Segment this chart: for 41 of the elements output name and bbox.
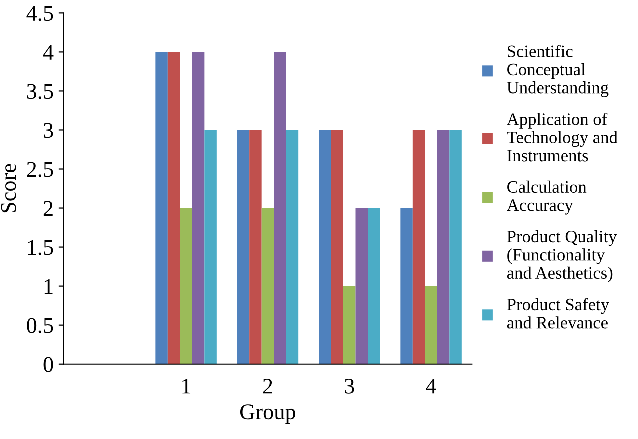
legend-label: Product Safety and Relevance (507, 298, 610, 329)
bar (192, 52, 205, 364)
y-tick-label: 4 (43, 45, 54, 60)
bar (368, 208, 380, 364)
y-tick-label: 2.5 (27, 162, 54, 178)
bar (437, 130, 450, 364)
legend-label: Scientific Conceptual Understanding (507, 45, 609, 98)
x-tick-label: 2 (263, 378, 272, 394)
bar (180, 208, 192, 364)
y-axis-title: Score (1, 164, 16, 213)
bar (168, 52, 180, 364)
bar (450, 130, 462, 364)
bar (344, 286, 356, 364)
y-tick-label: 3.5 (27, 84, 54, 100)
y-tick-label: 4.5 (26, 6, 54, 22)
bar (274, 52, 286, 364)
x-tick-label: 4 (426, 379, 436, 394)
y-tick-label: 2 (44, 201, 53, 216)
legend-label: Calculation Accuracy (507, 180, 587, 215)
y-tick-label: 0 (44, 357, 54, 372)
y-tick-label: 0.5 (27, 318, 54, 334)
bar (356, 208, 368, 364)
bar (319, 130, 332, 364)
bar (262, 208, 274, 364)
bar (425, 286, 438, 364)
bar (237, 130, 250, 364)
bar (400, 208, 413, 364)
legend-label: Product Quality (Functionality and Aesthetics) (507, 230, 618, 283)
bar (412, 130, 426, 364)
y-tick-label: 1.5 (28, 240, 54, 256)
bar (204, 130, 217, 364)
x-tick-label: 1 (182, 379, 191, 394)
x-axis-title: Group (240, 404, 296, 424)
bar (331, 130, 344, 364)
x-tick-label: 3 (345, 378, 354, 394)
bar (250, 130, 262, 364)
y-tick-label: 1 (44, 279, 53, 294)
bar (156, 52, 168, 364)
legend-label: Application of Technology and Instruments (507, 112, 618, 162)
y-tick-label: 3 (44, 123, 54, 138)
bar (286, 130, 299, 364)
